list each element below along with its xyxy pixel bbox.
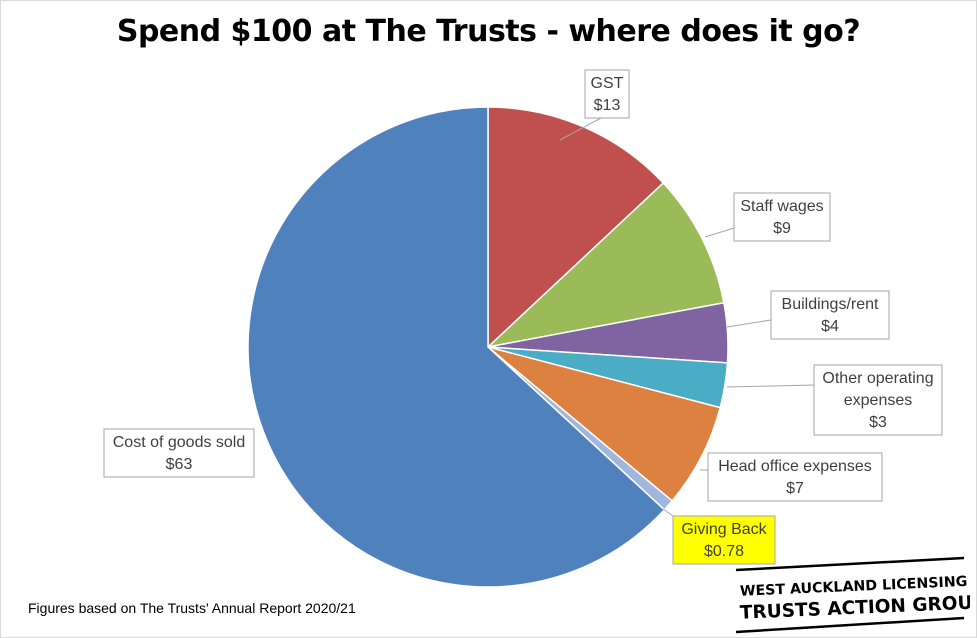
chart-title: Spend $100 at The Trusts - where does it… [116,14,861,49]
data-label-value: $0.78 [704,543,744,560]
data-label-name: Giving Back [681,521,767,538]
logo-banner: WEST AUCKLAND LICENSING TRUSTS ACTION GR… [735,556,970,634]
data-label-box [733,192,831,242]
pie-slice-staff-wages [485,181,725,349]
data-label-name: expenses [844,392,913,409]
data-label-name: Other operating [822,370,933,387]
data-label-value: $3 [869,414,887,431]
data-label-box [672,515,776,565]
leader-line [704,227,735,238]
data-label-name: Staff wages [740,198,823,215]
leader-line [662,508,674,517]
data-label-value: $4 [821,318,839,335]
data-label-value: $7 [786,480,804,497]
data-label-box [707,452,883,502]
leader-line [726,384,815,388]
data-label-box [770,290,890,340]
pie-slice-cost-of-goods-sold [247,106,666,588]
data-label-name: Buildings/rent [782,296,880,313]
data-label-value: $9 [773,220,791,237]
data-label-name: Head office expenses [718,458,872,475]
leader-line [559,117,602,141]
leader-line [726,319,772,328]
data-label-name: GST [591,75,624,92]
data-label-value: $63 [166,456,193,473]
footnote: Figures based on The Trusts' Annual Repo… [28,600,356,616]
data-label-box [813,364,943,436]
data-label-value: $13 [594,97,621,114]
data-label-box [584,69,630,119]
data-label-box [103,428,255,478]
pie-slice-head-office-expenses [487,346,722,502]
data-label-name: Cost of goods sold [113,434,246,451]
